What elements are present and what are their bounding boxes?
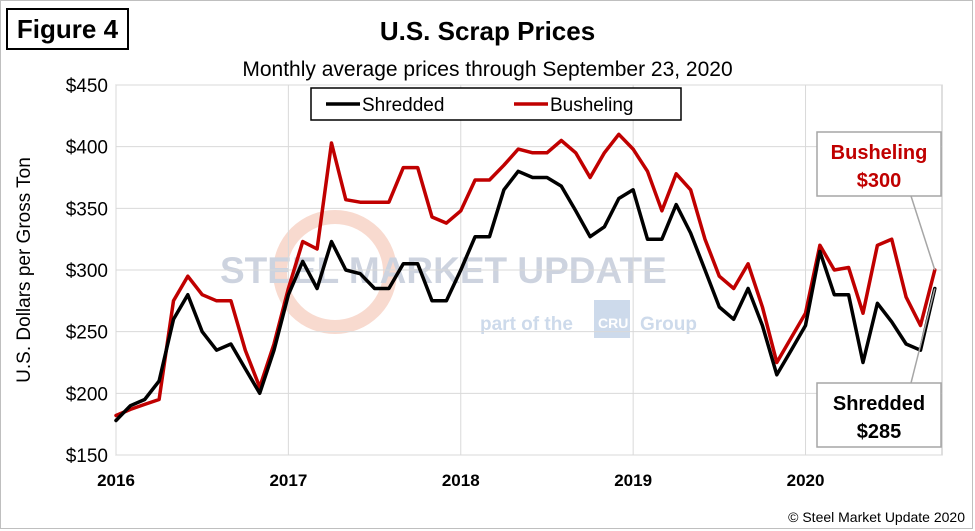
callout-leader [910, 195, 936, 271]
callout-series-name: Shredded [833, 393, 925, 415]
callout-box [816, 131, 942, 197]
y-tick-label: $200 [66, 384, 108, 405]
legend-box [310, 87, 682, 121]
legend-label: Shredded [362, 95, 444, 116]
series-line-shredded [114, 169, 937, 423]
y-tick-label: $300 [66, 261, 108, 282]
copyright: © Steel Market Update 2020 [788, 509, 965, 525]
chart-subtitle: Monthly average prices through September… [242, 58, 733, 81]
legend: Shredded Busheling [310, 87, 682, 121]
figure-label: Figure 4 [6, 8, 129, 50]
callout-value: $300 [857, 170, 902, 192]
axes: $150 $200 $250 $300 $350 $400 $450 2016 2017 2018… [14, 76, 824, 490]
watermark-sub: part of the [480, 314, 573, 335]
y-tick-label: $400 [66, 138, 108, 159]
callout-value: $285 [857, 421, 902, 443]
watermark-badge: CRU [598, 315, 628, 331]
watermark-group: Group [640, 314, 697, 335]
x-tick-label: 2018 [442, 471, 480, 490]
x-tick-label: 2019 [614, 471, 652, 490]
watermark-swoosh [273, 210, 397, 334]
series-line-busheling [114, 132, 937, 418]
x-tick-label: 2016 [97, 471, 135, 490]
x-tick-label: 2017 [269, 471, 307, 490]
chart-title: U.S. Scrap Prices [379, 16, 596, 46]
callout-box [816, 382, 942, 448]
callout-series-name: Busheling [831, 142, 928, 164]
legend-label: Busheling [550, 95, 633, 116]
y-tick-label: $350 [66, 199, 108, 220]
y-tick-label: $250 [66, 323, 108, 344]
callout-leader [910, 288, 936, 384]
x-tick-label: 2020 [787, 471, 825, 490]
annotations: Busheling $300 Shredded $285 [816, 131, 942, 448]
series-lines [114, 132, 937, 423]
grid [115, 84, 943, 456]
y-tick-label: $450 [66, 76, 108, 97]
y-tick-label: $150 [66, 446, 108, 467]
y-axis-label: U.S. Dollars per Gross Ton [14, 157, 35, 383]
